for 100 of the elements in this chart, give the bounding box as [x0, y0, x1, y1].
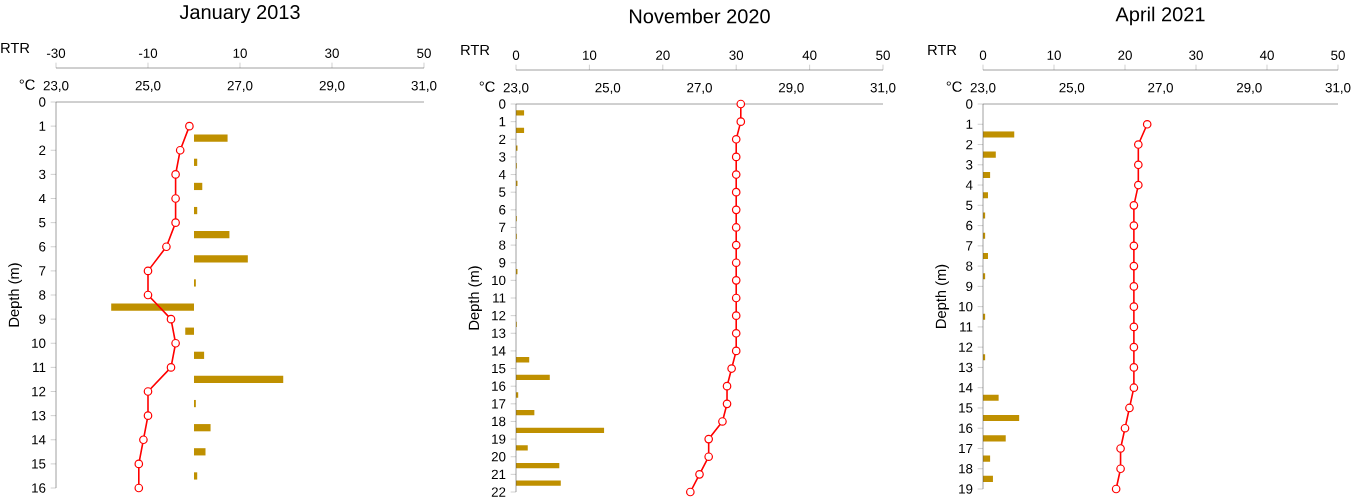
- y-tick-label: 17: [492, 399, 506, 409]
- y-tick-label: 14: [32, 435, 46, 445]
- x-axis-title: °C: [19, 79, 35, 90]
- x-tick-label: 31,0: [1325, 82, 1351, 94]
- y-tick-label: 12: [492, 310, 506, 321]
- y-tick-label: 14: [492, 346, 506, 356]
- y-tick-label: 3: [499, 152, 506, 162]
- y-tick-label: 20: [491, 452, 506, 462]
- x2-tick-label: 50: [876, 50, 890, 60]
- x2-tick-label: 10: [583, 50, 597, 60]
- x-tick-label: 27,0: [227, 80, 253, 92]
- x2-axis-title: RTR: [461, 44, 490, 56]
- x-tick-label: 27,0: [687, 82, 712, 94]
- y-tick-label: 5: [499, 187, 506, 197]
- chart-title: April 2021: [1115, 6, 1205, 26]
- y-tick-label: 5: [39, 217, 46, 228]
- y-tick-label: 19: [959, 484, 973, 494]
- y-tick-label: 15: [32, 459, 46, 469]
- x2-axis-title: RTR: [1, 42, 30, 54]
- y-tick-label: 0: [499, 99, 506, 109]
- y-tick-label: 8: [966, 261, 973, 271]
- x-tick-label: 29,0: [1236, 82, 1262, 94]
- x-tick-label: 27,0: [1148, 82, 1173, 94]
- y-tick-label: 10: [959, 301, 973, 312]
- y-tick-label: 7: [39, 266, 46, 276]
- y-tick-label: 3: [39, 169, 46, 180]
- y-tick-label: 1: [499, 117, 506, 127]
- y-tick-label: 11: [33, 362, 46, 372]
- y-tick-label: 13: [959, 362, 973, 373]
- y-tick-label: 18: [959, 464, 973, 474]
- y-tick-label: 18: [492, 416, 506, 427]
- y-tick-label: 21: [491, 469, 506, 480]
- y-tick-label: 3: [966, 160, 973, 170]
- x-tick-label: 31,0: [870, 82, 896, 94]
- y-tick-label: 9: [966, 281, 973, 292]
- y-tick-label: 16: [32, 483, 46, 493]
- y-tick-label: 16: [492, 381, 506, 391]
- y-tick-label: 15: [492, 363, 506, 374]
- x2-tick-label: -10: [138, 48, 158, 58]
- x2-tick-label: 0: [979, 50, 987, 60]
- x2-tick-label: 40: [1259, 50, 1274, 60]
- x2-tick-label: -30: [46, 48, 66, 58]
- x-tick-label: 25,0: [595, 82, 621, 94]
- x-tick-label: 23,0: [970, 82, 996, 94]
- y-tick-label: 9: [499, 258, 506, 268]
- y-tick-label: 16: [959, 423, 973, 433]
- y-tick-label: 11: [960, 322, 973, 332]
- y-tick-label: 2: [966, 139, 973, 150]
- x2-tick-label: 30: [729, 50, 744, 60]
- x-tick-label: 23,0: [503, 82, 529, 94]
- x2-tick-label: 10: [233, 48, 247, 58]
- y-tick-label: 10: [492, 275, 506, 286]
- x2-tick-label: 50: [1331, 50, 1345, 60]
- y-tick-label: 22: [491, 487, 506, 497]
- y-tick-label: 13: [492, 328, 506, 338]
- x2-tick-label: 50: [417, 48, 431, 58]
- y-axis-title: Depth (m): [8, 263, 22, 327]
- y-tick-label: 6: [39, 242, 46, 252]
- x2-tick-label: 10: [1047, 50, 1061, 60]
- y-tick-label: 7: [499, 222, 506, 233]
- x2-tick-label: 20: [656, 50, 670, 60]
- chart-title: November 2020: [629, 8, 770, 24]
- y-tick-label: 5: [966, 200, 973, 210]
- y-tick-label: 8: [39, 290, 46, 300]
- y-tick-label: 8: [499, 240, 506, 250]
- y-tick-label: 2: [39, 145, 46, 155]
- x-tick-label: 29,0: [778, 82, 804, 94]
- x2-tick-label: 0: [512, 50, 520, 60]
- y-tick-label: 19: [492, 434, 506, 444]
- x2-tick-label: 30: [325, 48, 339, 58]
- x2-tick-label: 20: [1118, 50, 1132, 60]
- y-tick-label: 9: [39, 314, 46, 324]
- x-axis-title: °C: [479, 81, 495, 92]
- x2-tick-label: 30: [1189, 50, 1203, 60]
- y-tick-label: 2: [499, 134, 506, 144]
- y-tick-label: 1: [39, 121, 46, 131]
- x-tick-label: 25,0: [135, 80, 161, 92]
- x-tick-label: 29,0: [319, 80, 345, 92]
- y-tick-label: 0: [39, 97, 46, 107]
- y-tick-label: 14: [959, 383, 973, 393]
- y-axis-title: Depth (m): [468, 266, 482, 330]
- y-tick-label: 11: [493, 293, 506, 303]
- y-tick-label: 10: [32, 338, 46, 348]
- chart-title: January 2013: [179, 4, 300, 24]
- y-tick-label: 13: [32, 410, 46, 421]
- y-tick-label: 4: [965, 180, 973, 190]
- x-tick-label: 23,0: [43, 80, 69, 92]
- y-tick-label: 17: [959, 443, 973, 454]
- y-axis-title: Depth (m): [935, 264, 949, 328]
- x-tick-label: 25,0: [1059, 82, 1085, 94]
- x2-axis-title: RTR: [928, 44, 957, 56]
- x-axis-title: °C: [946, 81, 962, 92]
- y-tick-label: 12: [959, 342, 973, 352]
- y-tick-label: 1: [966, 119, 973, 129]
- x-tick-label: 31,0: [411, 80, 437, 92]
- y-tick-label: 7: [966, 241, 973, 251]
- y-tick-label: 12: [32, 386, 46, 397]
- y-tick-label: 4: [498, 169, 506, 180]
- x2-tick-label: 40: [802, 50, 817, 60]
- y-tick-label: 15: [959, 403, 973, 413]
